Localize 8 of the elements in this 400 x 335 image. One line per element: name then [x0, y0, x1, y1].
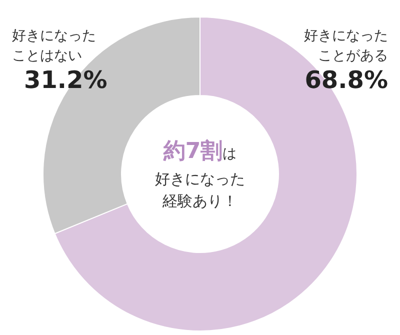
text: 約7割 [162, 139, 223, 164]
text: 好きになった [155, 170, 245, 188]
data-label: 31.2% [24, 66, 108, 94]
text: 経験あり！ [162, 192, 238, 210]
slice-label: 好きになったことがある [304, 28, 388, 64]
slice-label: 好きになったことはない [12, 28, 96, 64]
data-label: 68.8% [304, 66, 388, 94]
text: は [222, 146, 237, 162]
